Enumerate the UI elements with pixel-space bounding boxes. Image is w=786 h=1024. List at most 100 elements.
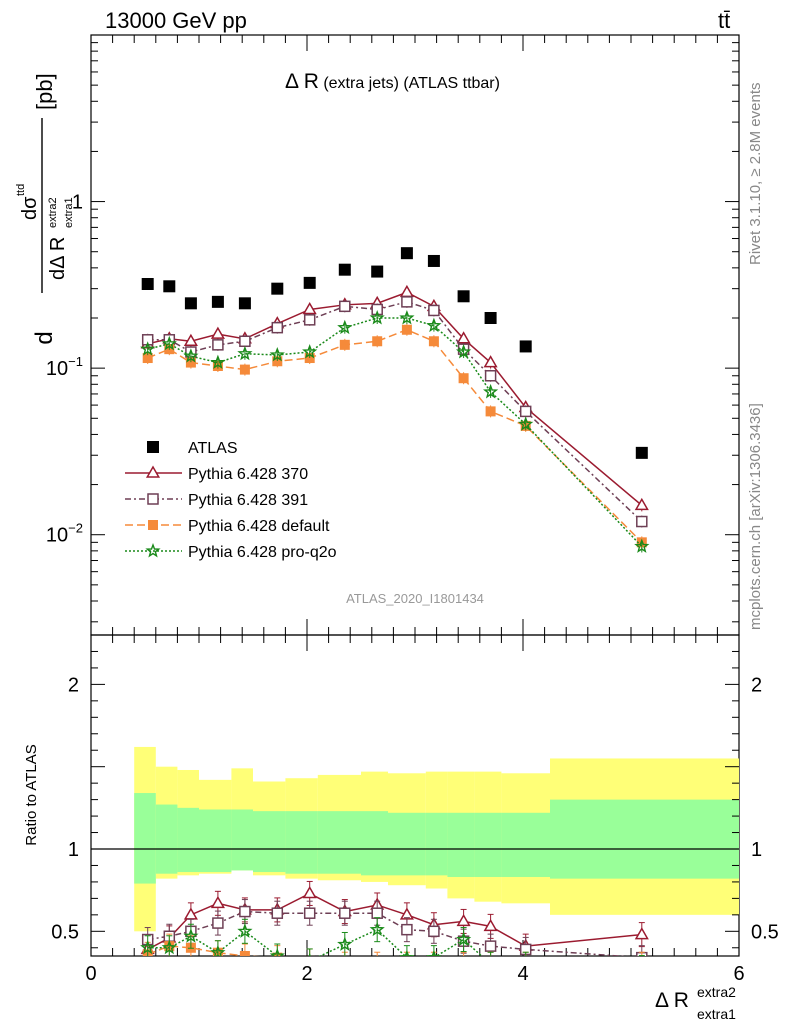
ratio-tick-label-right: 2 xyxy=(751,674,762,696)
data-point xyxy=(634,497,649,511)
data-point xyxy=(212,917,224,929)
data-point xyxy=(636,515,648,528)
ratio-series-3 xyxy=(140,917,647,973)
data-point xyxy=(428,304,440,317)
series-0 xyxy=(141,247,648,459)
data-point xyxy=(140,341,156,356)
y-tick-label: 1 xyxy=(72,192,83,214)
data-point xyxy=(399,949,415,956)
data-point xyxy=(145,543,161,558)
data-point xyxy=(147,493,159,505)
x-tick-label: 6 xyxy=(733,963,744,985)
band-inner-bin xyxy=(474,812,502,877)
data-point xyxy=(371,265,384,278)
data-point xyxy=(339,907,351,919)
data-point xyxy=(183,928,199,943)
data-point xyxy=(399,284,414,298)
data-point xyxy=(302,344,318,359)
data-point xyxy=(457,290,470,303)
data-point xyxy=(238,297,251,310)
data-point xyxy=(142,353,153,364)
data-point xyxy=(401,923,413,936)
legend-entry-1: Pythia 6.428 370 xyxy=(125,465,308,483)
band-inner-bin xyxy=(155,804,178,874)
data-point xyxy=(163,280,176,293)
data-point xyxy=(400,247,413,260)
ratio-series-group xyxy=(140,880,649,973)
data-point xyxy=(271,321,284,334)
data-point xyxy=(269,948,285,956)
data-point xyxy=(483,918,498,932)
data-point xyxy=(184,297,197,310)
data-point xyxy=(372,336,383,347)
data-point xyxy=(369,310,385,325)
svg-text:d: d xyxy=(31,331,58,344)
main-y-ticks: 10−2 10−1 1 xyxy=(46,34,739,623)
data-point xyxy=(140,939,156,955)
data-point xyxy=(271,907,284,919)
x-axis-label-main: Δ R xyxy=(655,989,689,1012)
data-point xyxy=(211,295,224,308)
data-point xyxy=(483,355,498,368)
data-point xyxy=(486,959,496,969)
x-axis-label-sub: extra1 xyxy=(697,1006,736,1022)
band-inner-bin xyxy=(177,807,199,873)
band-inner-bin xyxy=(134,793,156,884)
band-inner-bin xyxy=(388,812,426,876)
data-point xyxy=(427,254,440,267)
data-point xyxy=(456,913,471,927)
data-point xyxy=(455,344,472,359)
data-point xyxy=(239,951,250,956)
data-point xyxy=(634,538,650,553)
data-point xyxy=(634,927,649,940)
data-point xyxy=(484,311,497,324)
series-line xyxy=(147,317,643,547)
data-point xyxy=(338,263,351,276)
legend-entry-0: ATLAS xyxy=(147,440,238,457)
data-point xyxy=(429,959,439,969)
data-point xyxy=(636,962,647,973)
band-inner-bin xyxy=(253,811,286,873)
band-inner-bin xyxy=(231,809,253,871)
main-series-group xyxy=(140,247,650,553)
data-point xyxy=(210,326,225,339)
data-point xyxy=(210,944,226,956)
data-point xyxy=(482,383,499,399)
svg-text:ttd: ttd xyxy=(15,184,27,196)
x-axis-label-sup: extra2 xyxy=(697,984,736,1000)
data-point xyxy=(459,959,469,969)
data-point xyxy=(185,357,196,368)
data-point xyxy=(635,446,648,459)
data-point xyxy=(518,416,534,431)
legend-label: ATLAS xyxy=(188,440,238,457)
band-inner-bin xyxy=(285,811,318,874)
data-point xyxy=(484,940,497,952)
band-inner-bin xyxy=(501,812,550,877)
svg-text:dσ: dσ xyxy=(19,196,41,220)
band-inner-bin xyxy=(425,812,448,876)
data-point xyxy=(456,331,471,344)
data-point xyxy=(303,907,316,919)
data-point xyxy=(458,373,469,384)
data-point xyxy=(302,301,317,315)
x-tick-label: 2 xyxy=(301,963,312,985)
legend-label: Pythia 6.428 default xyxy=(188,518,330,535)
data-point xyxy=(239,364,250,375)
legend-label: Pythia 6.428 391 xyxy=(188,492,308,509)
data-point xyxy=(239,905,251,918)
data-point xyxy=(147,441,159,453)
chart-title-sub: (extra jets) (ATLAS ttbar) xyxy=(323,75,500,92)
data-point xyxy=(210,895,225,909)
band-inner-bin xyxy=(361,811,388,876)
chart-title-main: Δ R xyxy=(285,70,319,93)
main-ylabel-unit: [pb] xyxy=(32,73,57,110)
data-point xyxy=(428,925,440,938)
legend-entry-3: Pythia 6.428 default xyxy=(125,518,330,535)
data-point xyxy=(303,276,316,289)
data-point xyxy=(339,300,351,313)
data-point xyxy=(161,939,177,955)
data-point xyxy=(161,335,177,351)
band-inner-bin xyxy=(550,799,739,879)
data-point xyxy=(304,353,315,364)
